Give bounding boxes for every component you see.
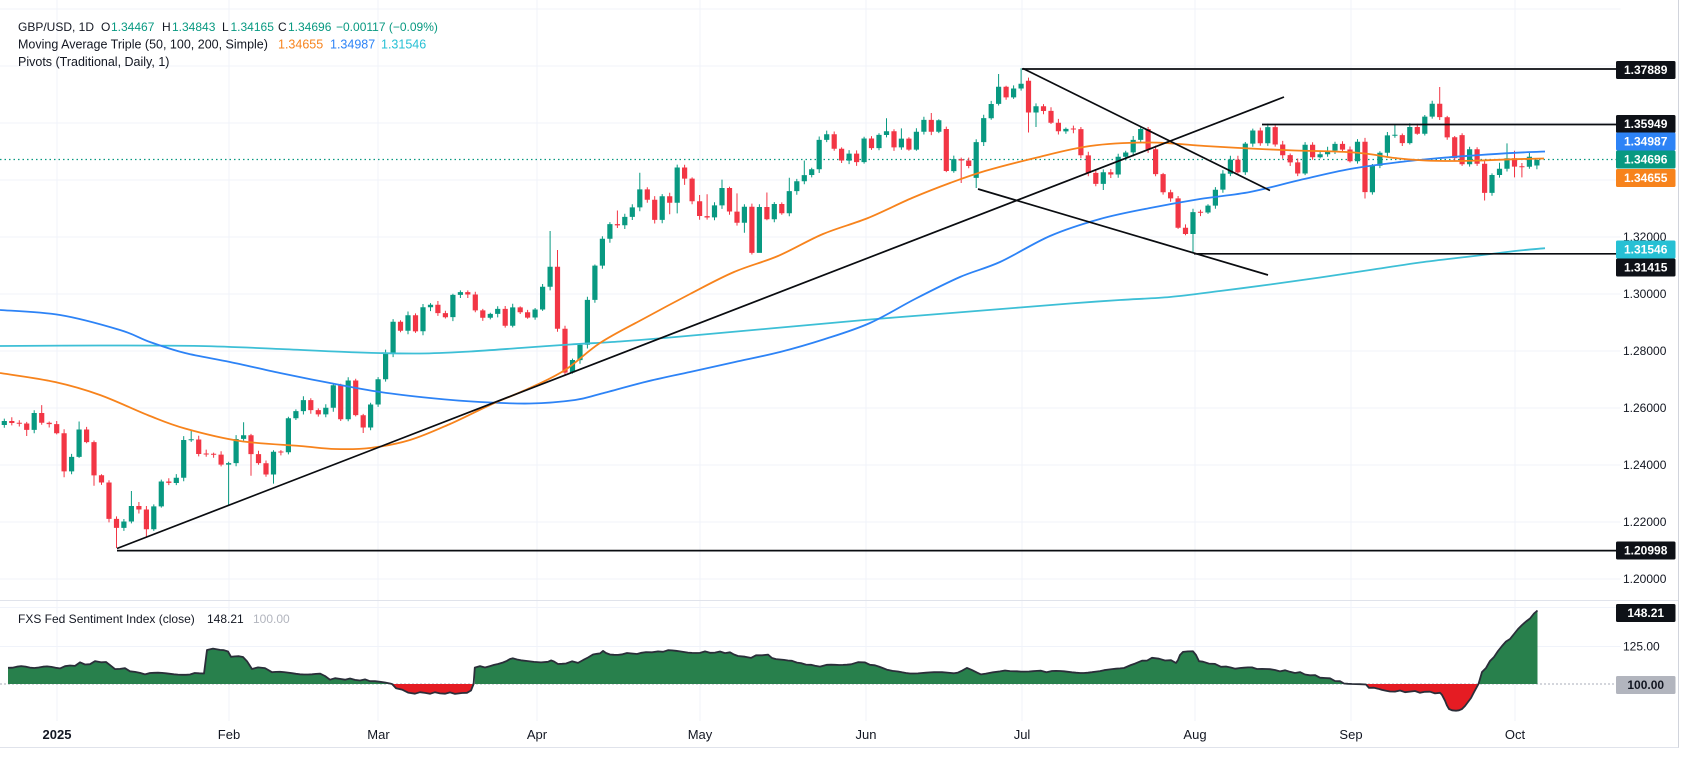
svg-text:1.22000: 1.22000 [1623,515,1667,529]
svg-text:1.26000: 1.26000 [1623,401,1667,415]
svg-text:FXS Fed Sentiment Index (close: FXS Fed Sentiment Index (close) [18,612,195,626]
svg-text:1.34696: 1.34696 [1624,153,1668,167]
svg-text:C: C [278,20,287,34]
svg-text:1.34987: 1.34987 [1624,135,1668,149]
svg-text:Sep: Sep [1339,727,1362,742]
svg-text:−0.00117 (−0.09%): −0.00117 (−0.09%) [336,20,438,34]
svg-text:Pivots (Traditional, Daily, 1): Pivots (Traditional, Daily, 1) [18,55,169,69]
svg-text:Aug: Aug [1183,727,1206,742]
svg-text:1.20000: 1.20000 [1623,572,1667,586]
svg-text:Apr: Apr [527,727,548,742]
svg-text:1.24000: 1.24000 [1623,458,1667,472]
svg-text:1.31415: 1.31415 [1624,261,1668,275]
svg-text:125.00: 125.00 [1623,640,1660,654]
svg-text:1.20998: 1.20998 [1624,544,1668,558]
svg-text:L: L [222,20,229,34]
svg-text:1.28000: 1.28000 [1623,344,1667,358]
svg-text:1.35949: 1.35949 [1624,117,1668,131]
svg-text:1.34843: 1.34843 [172,20,216,34]
svg-text:Oct: Oct [1505,727,1526,742]
svg-text:1.34655: 1.34655 [1624,171,1668,185]
svg-text:1.31546: 1.31546 [381,38,426,52]
svg-text:Feb: Feb [218,727,240,742]
svg-text:Moving Average Triple (50, 100: Moving Average Triple (50, 100, 200, Sim… [18,38,268,52]
svg-text:1.34165: 1.34165 [231,20,275,34]
svg-text:100.00: 100.00 [1627,678,1664,692]
svg-text:Mar: Mar [367,727,390,742]
svg-text:1.34987: 1.34987 [330,38,375,52]
svg-text:2025: 2025 [43,727,72,742]
svg-text:1.37889: 1.37889 [1624,63,1668,77]
svg-text:1.30000: 1.30000 [1623,287,1667,301]
svg-text:1.34696: 1.34696 [288,20,332,34]
svg-text:1.34467: 1.34467 [111,20,155,34]
svg-text:Jul: Jul [1014,727,1031,742]
svg-text:1.31546: 1.31546 [1624,243,1668,257]
svg-text:100.00: 100.00 [253,612,290,626]
svg-text:1.34655: 1.34655 [278,38,323,52]
svg-text:O: O [101,20,110,34]
svg-text:GBP/USD, 1D: GBP/USD, 1D [18,20,94,34]
svg-text:148.21: 148.21 [1627,606,1664,620]
svg-text:Jun: Jun [856,727,877,742]
svg-text:148.21: 148.21 [207,612,244,626]
svg-text:H: H [162,20,171,34]
svg-text:May: May [688,727,713,742]
